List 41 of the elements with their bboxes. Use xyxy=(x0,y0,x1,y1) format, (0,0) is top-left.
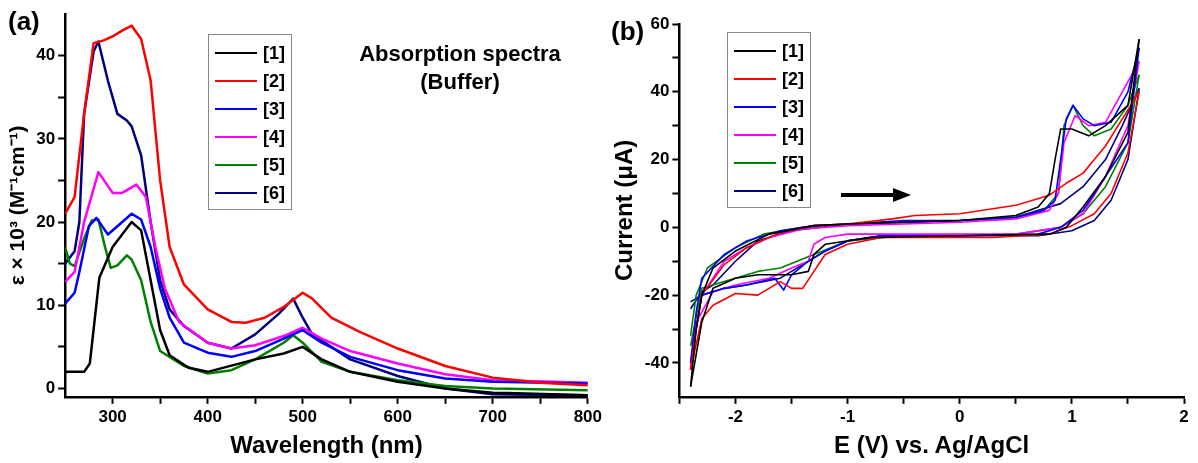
legend-label: [4] xyxy=(782,124,804,146)
text: (a) xyxy=(8,6,40,37)
legend-label: [2] xyxy=(263,70,285,92)
x-tick-label: 0 xyxy=(954,406,965,426)
x-tick-label: -2 xyxy=(727,406,743,426)
x-tick-label: 300 xyxy=(98,406,127,426)
y-tick-label: 20 xyxy=(36,211,56,231)
y-tick-label: 20 xyxy=(650,149,670,169)
y-tick-label: 10 xyxy=(36,294,56,314)
x-axis-title: Wavelength (nm) xyxy=(230,431,423,459)
x-tick-label: -1 xyxy=(840,406,856,426)
x-tick-label: 700 xyxy=(478,406,507,426)
legend-label: [6] xyxy=(263,182,285,204)
y-tick-label: -20 xyxy=(644,284,670,304)
legend-label: [5] xyxy=(782,152,804,174)
text: Absorption spectra (Buffer) xyxy=(358,40,562,96)
x-tick-label: 400 xyxy=(193,406,222,426)
legend-label: [5] xyxy=(263,154,285,176)
y-tick-label: 30 xyxy=(36,128,56,148)
x-tick-label: 500 xyxy=(288,406,317,426)
legend-label: [2] xyxy=(782,68,804,90)
legend-label: [4] xyxy=(263,126,285,148)
legend-label: [1] xyxy=(782,40,804,62)
legend-label: [3] xyxy=(782,96,804,118)
x-axis-title: E (V) vs. Ag/AgCl xyxy=(834,431,1030,459)
y-tick-label: -40 xyxy=(644,352,670,372)
x-tick-label: 1 xyxy=(1067,406,1077,426)
y-tick-label: 40 xyxy=(36,45,56,65)
y-tick-label: 40 xyxy=(650,81,670,101)
legend-label: [1] xyxy=(263,42,285,64)
y-tick-label: 60 xyxy=(650,13,670,33)
x-tick-label: 600 xyxy=(383,406,412,426)
y-axis-title: Current (μA) xyxy=(610,139,638,282)
text: (b) xyxy=(611,16,645,47)
y-axis-title: ε × 10³ (M⁻¹cm⁻¹) xyxy=(5,125,29,286)
y-tick-label: 0 xyxy=(45,378,56,398)
legend-label: [6] xyxy=(782,180,804,202)
legend-label: [3] xyxy=(263,98,285,120)
x-tick-label: 800 xyxy=(573,406,603,426)
x-tick-label: 2 xyxy=(1179,406,1189,426)
y-tick-label: 0 xyxy=(659,217,670,237)
